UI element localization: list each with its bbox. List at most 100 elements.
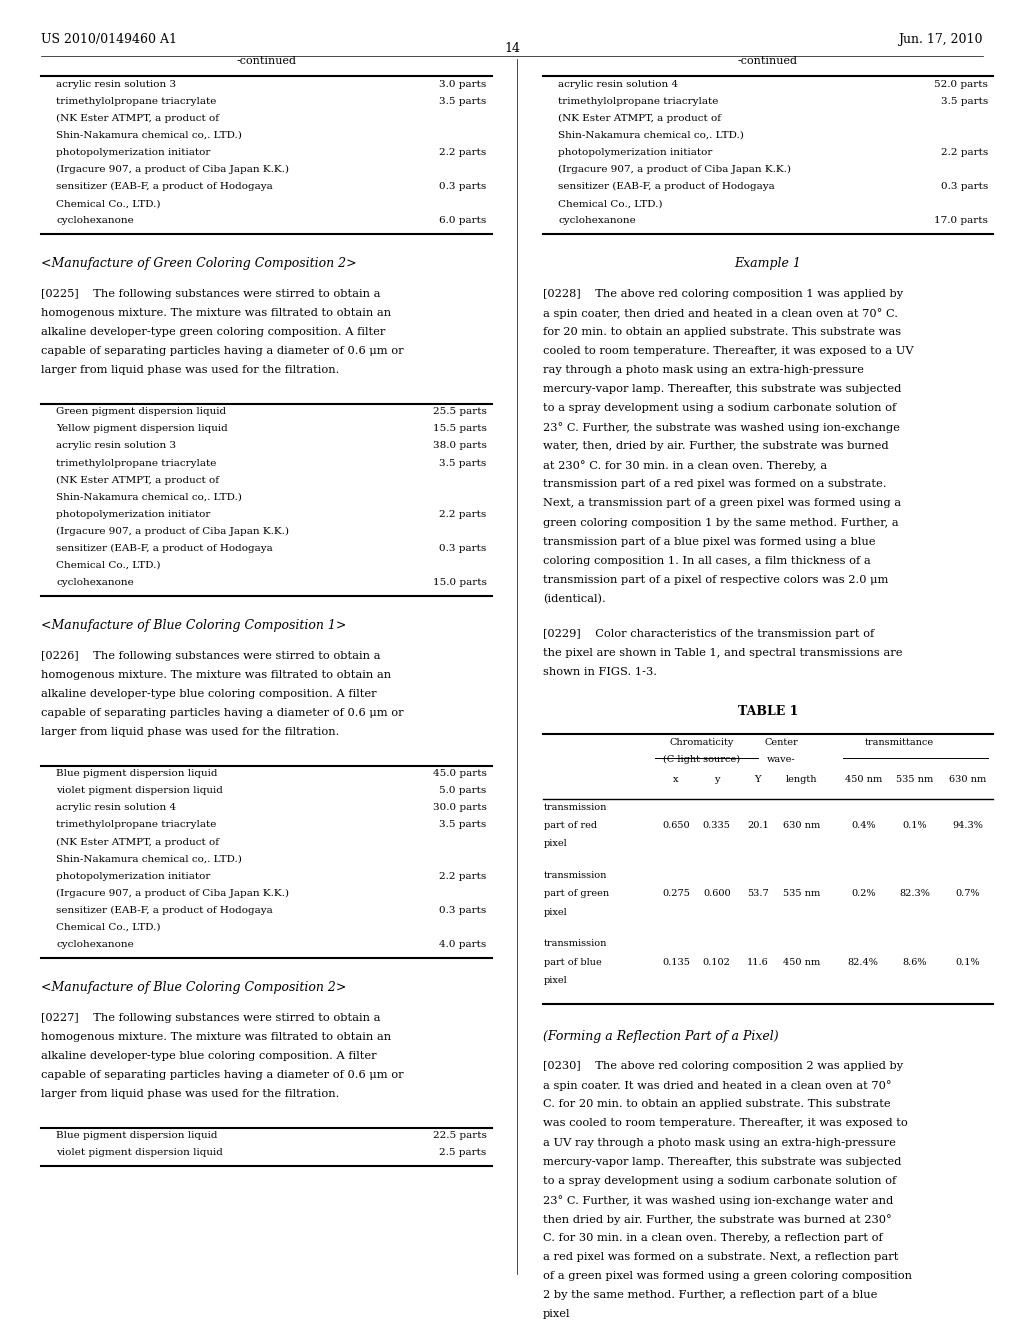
Text: transmission part of a red pixel was formed on a substrate.: transmission part of a red pixel was for…: [543, 479, 886, 490]
Text: 2 by the same method. Further, a reflection part of a blue: 2 by the same method. Further, a reflect…: [543, 1290, 878, 1300]
Text: Chromaticity: Chromaticity: [670, 738, 733, 747]
Text: Yellow pigment dispersion liquid: Yellow pigment dispersion liquid: [56, 425, 228, 433]
Text: alkaline developer-type blue coloring composition. A filter: alkaline developer-type blue coloring co…: [41, 689, 377, 700]
Text: [0230]    The above red coloring composition 2 was applied by: [0230] The above red coloring compositio…: [543, 1061, 903, 1072]
Text: 450 nm: 450 nm: [783, 957, 820, 966]
Text: pixel: pixel: [544, 975, 567, 985]
Text: 5.0 parts: 5.0 parts: [439, 787, 486, 795]
Text: 0.335: 0.335: [702, 821, 731, 830]
Text: was cooled to room temperature. Thereafter, it was exposed to: was cooled to room temperature. Thereaft…: [543, 1118, 907, 1129]
Text: 15.5 parts: 15.5 parts: [432, 425, 486, 433]
Text: 23° C. Further, the substrate was washed using ion-exchange: 23° C. Further, the substrate was washed…: [543, 422, 900, 433]
Text: transmission part of a blue pixel was formed using a blue: transmission part of a blue pixel was fo…: [543, 537, 876, 546]
Text: violet pigment dispersion liquid: violet pigment dispersion liquid: [56, 1148, 223, 1158]
Text: 0.7%: 0.7%: [955, 890, 980, 899]
Text: 3.5 parts: 3.5 parts: [439, 821, 486, 829]
Text: violet pigment dispersion liquid: violet pigment dispersion liquid: [56, 787, 223, 795]
Text: 6.0 parts: 6.0 parts: [439, 216, 486, 226]
Text: 0.3 parts: 0.3 parts: [439, 544, 486, 553]
Text: 82.4%: 82.4%: [848, 957, 879, 966]
Text: Chemical Co., LTD.): Chemical Co., LTD.): [558, 199, 663, 209]
Text: [0226]    The following substances were stirred to obtain a: [0226] The following substances were sti…: [41, 651, 381, 661]
Text: cyclohexanone: cyclohexanone: [56, 940, 134, 949]
Text: larger from liquid phase was used for the filtration.: larger from liquid phase was used for th…: [41, 1089, 339, 1100]
Text: 4.0 parts: 4.0 parts: [439, 940, 486, 949]
Text: sensitizer (EAB-F, a product of Hodogaya: sensitizer (EAB-F, a product of Hodogaya: [558, 182, 775, 191]
Text: 535 nm: 535 nm: [896, 775, 933, 784]
Text: coloring composition 1. In all cases, a film thickness of a: coloring composition 1. In all cases, a …: [543, 556, 870, 566]
Text: a UV ray through a photo mask using an extra-high-pressure: a UV ray through a photo mask using an e…: [543, 1138, 896, 1147]
Text: 14: 14: [504, 42, 520, 55]
Text: y: y: [714, 775, 720, 784]
Text: 23° C. Further, it was washed using ion-exchange water and: 23° C. Further, it was washed using ion-…: [543, 1195, 893, 1205]
Text: (Forming a Reflection Part of a Pixel): (Forming a Reflection Part of a Pixel): [543, 1030, 778, 1043]
Text: photopolymerization initiator: photopolymerization initiator: [56, 871, 211, 880]
Text: transmittance: transmittance: [864, 738, 934, 747]
Text: (Irgacure 907, a product of Ciba Japan K.K.): (Irgacure 907, a product of Ciba Japan K…: [558, 165, 792, 174]
Text: 25.5 parts: 25.5 parts: [432, 408, 486, 416]
Text: 0.1%: 0.1%: [955, 957, 980, 966]
Text: (NK Ester ATMPT, a product of: (NK Ester ATMPT, a product of: [56, 837, 219, 846]
Text: Shin-Nakamura chemical co,. LTD.): Shin-Nakamura chemical co,. LTD.): [56, 854, 243, 863]
Text: transmission: transmission: [544, 940, 607, 948]
Text: Shin-Nakamura chemical co,. LTD.): Shin-Nakamura chemical co,. LTD.): [56, 131, 243, 140]
Text: 45.0 parts: 45.0 parts: [432, 770, 486, 779]
Text: pixel: pixel: [544, 908, 567, 916]
Text: 0.2%: 0.2%: [851, 890, 876, 899]
Text: acrylic resin solution 3: acrylic resin solution 3: [56, 441, 176, 450]
Text: 450 nm: 450 nm: [845, 775, 882, 784]
Text: cyclohexanone: cyclohexanone: [558, 216, 636, 226]
Text: [0229]    Color characteristics of the transmission part of: [0229] Color characteristics of the tran…: [543, 628, 873, 639]
Text: homogenous mixture. The mixture was filtrated to obtain an: homogenous mixture. The mixture was filt…: [41, 308, 391, 318]
Text: 0.135: 0.135: [662, 957, 690, 966]
Text: capable of separating particles having a diameter of 0.6 μm or: capable of separating particles having a…: [41, 708, 403, 718]
Text: a spin coater. It was dried and heated in a clean oven at 70°: a spin coater. It was dried and heated i…: [543, 1080, 891, 1092]
Text: 3.5 parts: 3.5 parts: [941, 96, 988, 106]
Text: 3.5 parts: 3.5 parts: [439, 458, 486, 467]
Text: 8.6%: 8.6%: [902, 957, 927, 966]
Text: 0.102: 0.102: [702, 957, 731, 966]
Text: 0.3 parts: 0.3 parts: [439, 182, 486, 191]
Text: Shin-Nakamura chemical co,. LTD.): Shin-Nakamura chemical co,. LTD.): [558, 131, 744, 140]
Text: a red pixel was formed on a substrate. Next, a reflection part: a red pixel was formed on a substrate. N…: [543, 1251, 898, 1262]
Text: green coloring composition 1 by the same method. Further, a: green coloring composition 1 by the same…: [543, 517, 898, 528]
Text: to a spray development using a sodium carbonate solution of: to a spray development using a sodium ca…: [543, 1176, 896, 1185]
Text: of a green pixel was formed using a green coloring composition: of a green pixel was formed using a gree…: [543, 1271, 911, 1280]
Text: 15.0 parts: 15.0 parts: [432, 578, 486, 587]
Text: trimethylolpropane triacrylate: trimethylolpropane triacrylate: [56, 458, 217, 467]
Text: part of green: part of green: [544, 890, 609, 899]
Text: C. for 20 min. to obtain an applied substrate. This substrate: C. for 20 min. to obtain an applied subs…: [543, 1100, 890, 1109]
Text: photopolymerization initiator: photopolymerization initiator: [558, 148, 713, 157]
Text: shown in FIGS. 1-3.: shown in FIGS. 1-3.: [543, 667, 656, 677]
Text: Shin-Nakamura chemical co,. LTD.): Shin-Nakamura chemical co,. LTD.): [56, 492, 243, 502]
Text: <Manufacture of Blue Coloring Composition 2>: <Manufacture of Blue Coloring Compositio…: [41, 981, 346, 994]
Text: x: x: [673, 775, 679, 784]
Text: (C light source): (C light source): [663, 755, 740, 764]
Text: -continued: -continued: [237, 55, 296, 66]
Text: 17.0 parts: 17.0 parts: [934, 216, 988, 226]
Text: 3.0 parts: 3.0 parts: [439, 79, 486, 88]
Text: cooled to room temperature. Thereafter, it was exposed to a UV: cooled to room temperature. Thereafter, …: [543, 346, 913, 356]
Text: 82.3%: 82.3%: [899, 890, 930, 899]
Text: 0.275: 0.275: [662, 890, 690, 899]
Text: transmission: transmission: [544, 803, 607, 812]
Text: 11.6: 11.6: [746, 957, 769, 966]
Text: 30.0 parts: 30.0 parts: [432, 804, 486, 812]
Text: [0227]    The following substances were stirred to obtain a: [0227] The following substances were sti…: [41, 1012, 381, 1023]
Text: homogenous mixture. The mixture was filtrated to obtain an: homogenous mixture. The mixture was filt…: [41, 1032, 391, 1041]
Text: ray through a photo mask using an extra-high-pressure: ray through a photo mask using an extra-…: [543, 366, 863, 375]
Text: alkaline developer-type blue coloring composition. A filter: alkaline developer-type blue coloring co…: [41, 1051, 377, 1061]
Text: Green pigment dispersion liquid: Green pigment dispersion liquid: [56, 408, 226, 416]
Text: (Irgacure 907, a product of Ciba Japan K.K.): (Irgacure 907, a product of Ciba Japan K…: [56, 527, 290, 536]
Text: [0225]    The following substances were stirred to obtain a: [0225] The following substances were sti…: [41, 289, 381, 300]
Text: part of red: part of red: [544, 821, 597, 830]
Text: US 2010/0149460 A1: US 2010/0149460 A1: [41, 33, 177, 46]
Text: mercury-vapor lamp. Thereafter, this substrate was subjected: mercury-vapor lamp. Thereafter, this sub…: [543, 1156, 901, 1167]
Text: 0.1%: 0.1%: [902, 821, 927, 830]
Text: 0.650: 0.650: [663, 821, 689, 830]
Text: (identical).: (identical).: [543, 594, 605, 605]
Text: <Manufacture of Blue Coloring Composition 1>: <Manufacture of Blue Coloring Compositio…: [41, 619, 346, 632]
Text: 0.3 parts: 0.3 parts: [941, 182, 988, 191]
Text: 53.7: 53.7: [746, 890, 769, 899]
Text: photopolymerization initiator: photopolymerization initiator: [56, 510, 211, 519]
